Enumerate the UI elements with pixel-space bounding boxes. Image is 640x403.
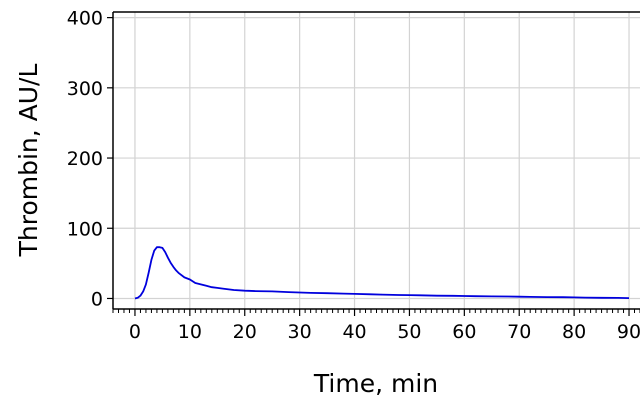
y-tick-label: 200 [67, 148, 103, 170]
x-tick-label: 60 [452, 321, 476, 343]
series-line [134, 246, 630, 300]
x-tick-label: 0 [129, 321, 141, 343]
x-tick-labels: 0 10 20 30 40 50 60 70 80 90 [129, 321, 640, 343]
series-lines [134, 246, 630, 300]
y-tick-label: 100 [67, 218, 103, 240]
x-tick-label: 70 [507, 321, 531, 343]
y-axis-title: Thrombin, AU/L [14, 64, 43, 258]
x-tick-label: 40 [342, 321, 366, 343]
x-tick-label: 30 [288, 321, 312, 343]
x-tick-label: 10 [178, 321, 202, 343]
x-axis-title: Time, min [313, 369, 438, 398]
y-tick-label: 0 [91, 288, 103, 310]
x-tick-label: 20 [233, 321, 257, 343]
y-tick-label: 300 [67, 78, 103, 100]
x-tick-label: 90 [617, 321, 640, 343]
x-tick-label: 80 [562, 321, 586, 343]
y-tick-labels: 0 100 200 300 400 [67, 8, 103, 311]
y-tick-label: 400 [67, 8, 103, 30]
plot-area [113, 12, 640, 309]
grid-lines [113, 12, 640, 309]
x-tick-label: 50 [397, 321, 421, 343]
